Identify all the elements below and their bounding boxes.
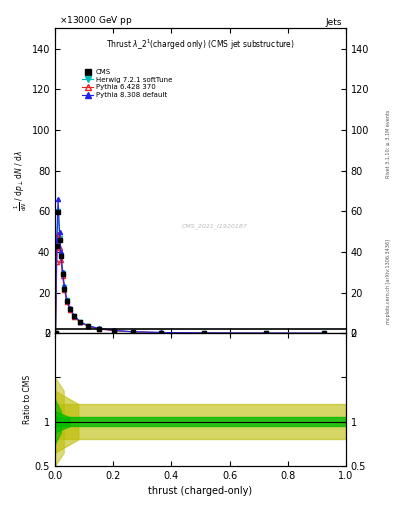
Legend: CMS, Herwig 7.2.1 softTune, Pythia 6.428 370, Pythia 8.308 default: CMS, Herwig 7.2.1 softTune, Pythia 6.428… — [80, 66, 175, 101]
Text: $\times$13000 GeV pp: $\times$13000 GeV pp — [59, 14, 132, 27]
Text: mcplots.cern.ch [arXiv:1306.3436]: mcplots.cern.ch [arXiv:1306.3436] — [386, 239, 391, 324]
Y-axis label: $\frac{1}{\mathrm{d}N}$ / $\mathrm{d}p_\perp\,\mathrm{d}N$ / $\mathrm{d}\lambda$: $\frac{1}{\mathrm{d}N}$ / $\mathrm{d}p_\… — [13, 150, 29, 211]
Text: Thrust $\lambda\_2^1$(charged only) (CMS jet substructure): Thrust $\lambda\_2^1$(charged only) (CMS… — [106, 37, 295, 52]
X-axis label: thrust (charged-only): thrust (charged-only) — [149, 486, 252, 496]
Y-axis label: Ratio to CMS: Ratio to CMS — [23, 375, 32, 424]
Text: Rivet 3.1.10; ≥ 3.1M events: Rivet 3.1.10; ≥ 3.1M events — [386, 109, 391, 178]
Text: CMS_2021_I1920187: CMS_2021_I1920187 — [182, 224, 248, 229]
Text: Jets: Jets — [325, 18, 342, 27]
